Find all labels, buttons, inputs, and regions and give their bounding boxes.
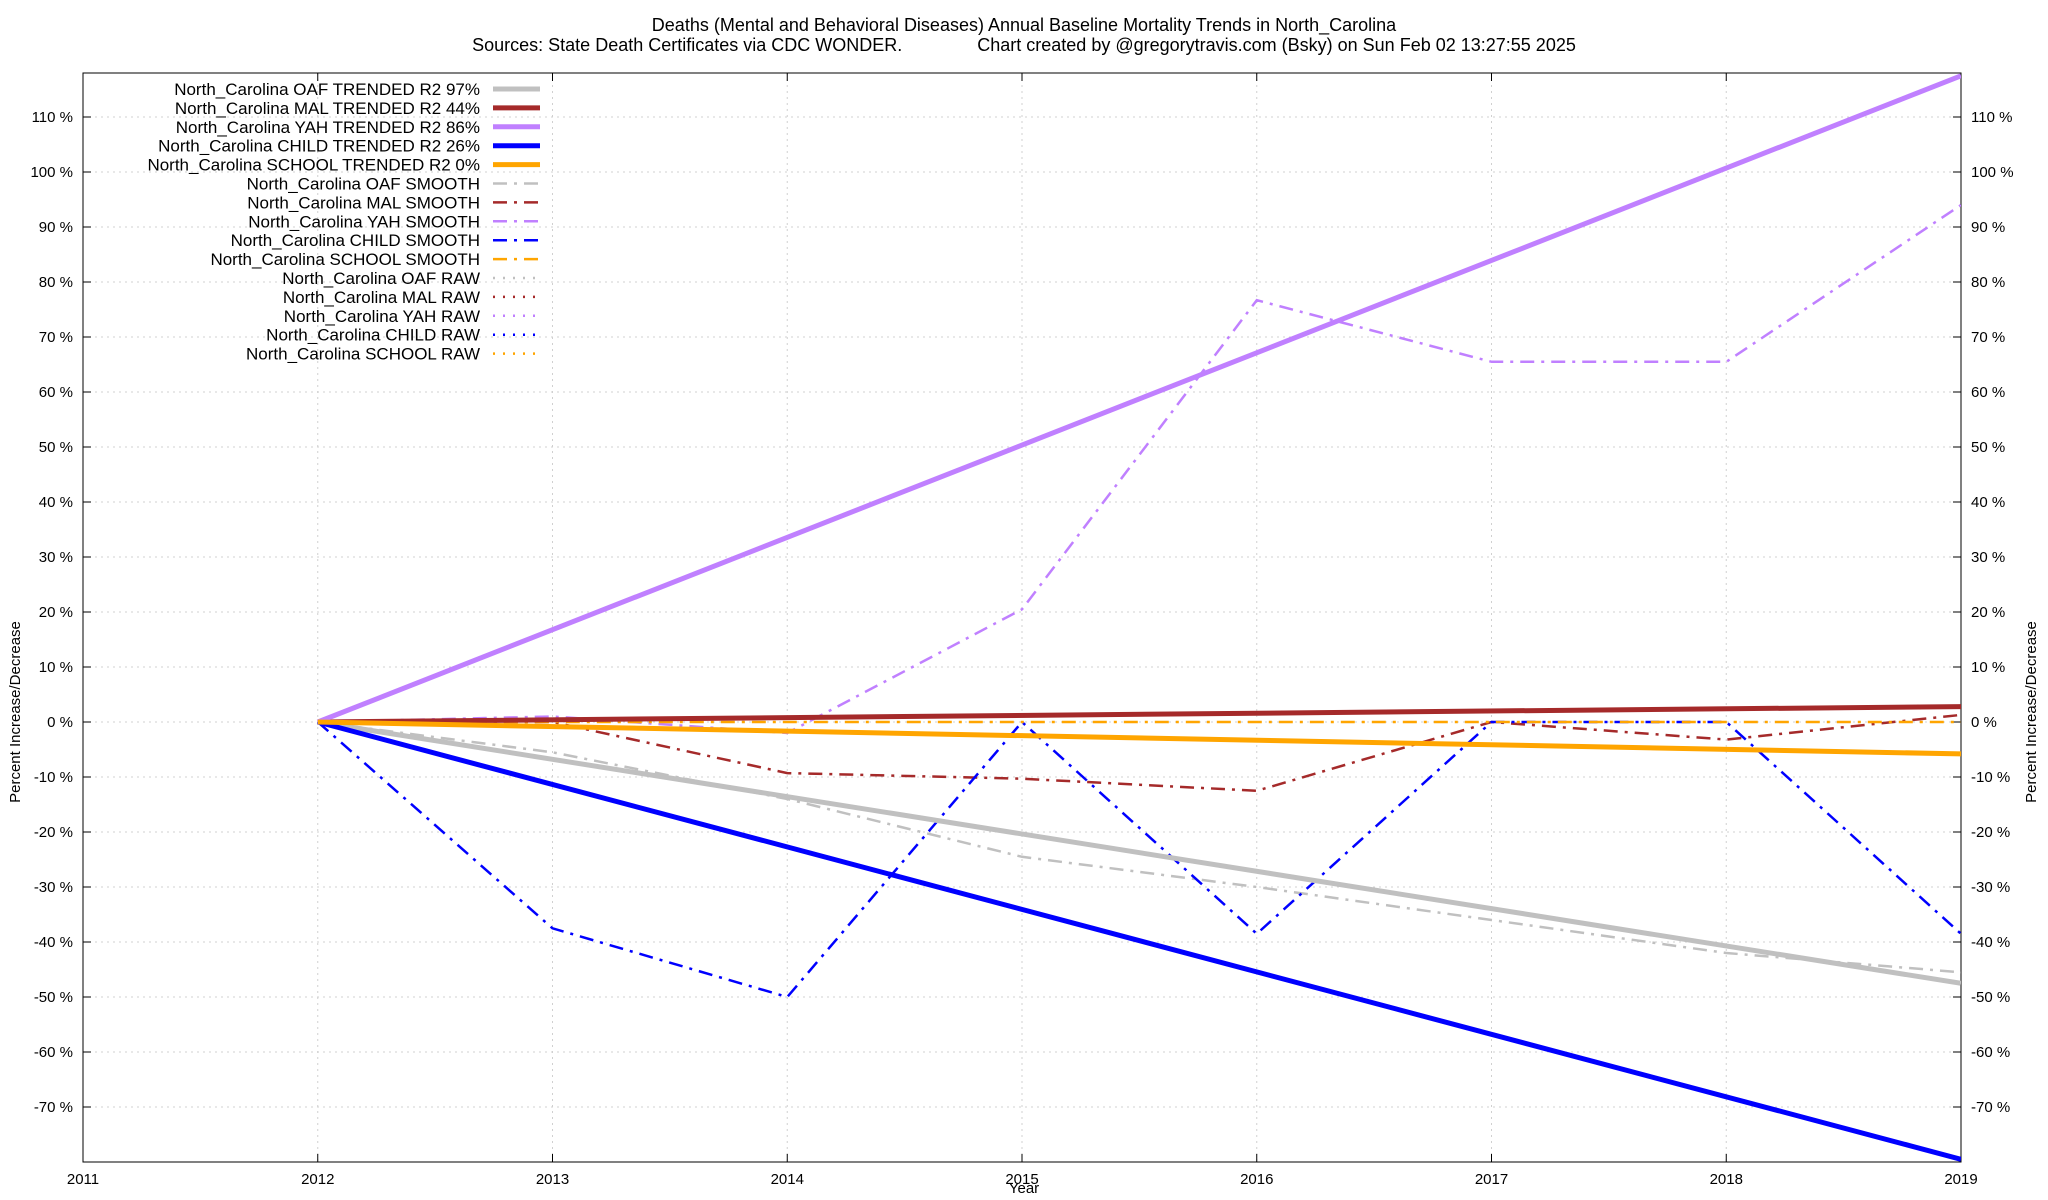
legend-entry-label: North_Carolina MAL SMOOTH bbox=[247, 193, 480, 212]
x-tick-label: 2015 bbox=[1005, 1171, 1038, 1188]
legend-entry-label: North_Carolina YAH TRENDED R2 86% bbox=[176, 118, 480, 137]
x-tick-label: 2014 bbox=[771, 1171, 804, 1188]
y2-tick-label: 80 % bbox=[1971, 274, 2005, 291]
chart-subtitle: Sources: State Death Certificates via CD… bbox=[472, 35, 1576, 55]
series-line-7 bbox=[317, 203, 1961, 735]
y-tick-label: 90 % bbox=[39, 219, 73, 236]
legend-entry-label: North_Carolina MAL TRENDED R2 44% bbox=[175, 99, 480, 118]
y-tick-label: -70 % bbox=[34, 1099, 73, 1116]
y2-tick-label: 20 % bbox=[1971, 604, 2005, 621]
y-tick-label: 110 % bbox=[32, 109, 73, 126]
y-tick-label: 70 % bbox=[39, 329, 73, 346]
series-line-4 bbox=[317, 719, 1961, 757]
legend-entry-label: North_Carolina CHILD RAW bbox=[266, 326, 480, 345]
y2-tick-label: 50 % bbox=[1971, 439, 2005, 456]
y-tick-label: -30 % bbox=[34, 879, 73, 896]
y2-tick-label: -70 % bbox=[1971, 1099, 2010, 1116]
y2-tick-label: 110 % bbox=[1971, 109, 2012, 126]
y-tick-label: 20 % bbox=[39, 604, 73, 621]
y2-tick-label: -20 % bbox=[1971, 824, 2010, 841]
legend-entry-label: North_Carolina SCHOOL RAW bbox=[246, 345, 480, 364]
chart-title: Deaths (Mental and Behavioral Diseases) … bbox=[652, 15, 1397, 36]
y-tick-label: 100 % bbox=[30, 164, 73, 181]
y2-tick-label: 60 % bbox=[1971, 384, 2005, 401]
y2-tick-label: 70 % bbox=[1971, 329, 2005, 346]
legend-entry-label: North_Carolina SCHOOL SMOOTH bbox=[210, 250, 480, 269]
y2-tick-label: 10 % bbox=[1971, 659, 2005, 676]
series-line-0 bbox=[317, 719, 1961, 986]
y2-tick-label: 90 % bbox=[1971, 219, 2005, 236]
y2-tick-label: 100 % bbox=[1971, 164, 2014, 181]
series-lines bbox=[316, 73, 1961, 1162]
legend-entry-label: North_Carolina SCHOOL TRENDED R2 0% bbox=[147, 156, 480, 175]
x-tick-label: 2011 bbox=[67, 1171, 99, 1188]
y2-tick-label: -50 % bbox=[1971, 989, 2010, 1006]
y2-tick-label: 0 % bbox=[1971, 714, 1997, 731]
y-tick-label: -20 % bbox=[34, 824, 73, 841]
y2-tick-label: -40 % bbox=[1971, 934, 2010, 951]
y2-tick-label: 30 % bbox=[1971, 549, 2005, 566]
legend: North_Carolina OAF TRENDED R2 97%North_C… bbox=[147, 80, 540, 364]
legend-entry-label: North_Carolina OAF SMOOTH bbox=[247, 175, 480, 194]
y2-axis-title: Percent Increase/Decrease bbox=[2023, 621, 2040, 803]
y-axis-title: Percent Increase/Decrease bbox=[7, 621, 24, 803]
y-tick-label: 30 % bbox=[39, 549, 73, 566]
y2-tick-label: 40 % bbox=[1971, 494, 2005, 511]
x-tick-label: 2016 bbox=[1240, 1171, 1273, 1188]
series-line-6 bbox=[317, 713, 1961, 793]
series-line-1 bbox=[317, 704, 1961, 725]
legend-entry-label: North_Carolina YAH RAW bbox=[284, 307, 480, 326]
legend-entry-label: North_Carolina CHILD TRENDED R2 26% bbox=[158, 137, 480, 156]
x-tick-label: 2013 bbox=[536, 1171, 569, 1188]
legend-entry-label: North_Carolina OAF RAW bbox=[282, 269, 480, 288]
y-tick-label: -40 % bbox=[34, 934, 73, 951]
y-tick-label: 40 % bbox=[39, 494, 73, 511]
legend-entry-label: North_Carolina YAH SMOOTH bbox=[248, 212, 480, 231]
x-tick-label: 2017 bbox=[1475, 1171, 1508, 1188]
y2-tick-label: -10 % bbox=[1971, 769, 2010, 786]
y-tick-label: 0 % bbox=[47, 714, 73, 731]
y-tick-label: -10 % bbox=[34, 769, 73, 786]
x-tick-label: 2019 bbox=[1944, 1171, 1977, 1188]
y-tick-label: -60 % bbox=[34, 1044, 73, 1061]
y-tick-label: 50 % bbox=[39, 439, 73, 456]
legend-entry-label: North_Carolina MAL RAW bbox=[283, 288, 480, 307]
axis-ticks: 2011 2012 2013 2014 2015 2016 2017 2018 2019 -70 … bbox=[30, 73, 2014, 1188]
y2-tick-label: -30 % bbox=[1971, 879, 2010, 896]
y2-tick-label: -60 % bbox=[1971, 1044, 2010, 1061]
legend-entry-label: North_Carolina OAF TRENDED R2 97% bbox=[174, 80, 480, 99]
x-tick-label: 2018 bbox=[1710, 1171, 1743, 1188]
x-tick-label: 2012 bbox=[301, 1171, 334, 1188]
y-tick-label: 60 % bbox=[39, 384, 73, 401]
series-line-2 bbox=[316, 73, 1961, 725]
y-tick-label: 80 % bbox=[39, 274, 73, 291]
x-axis-title: Year bbox=[1009, 1180, 1039, 1197]
y-tick-label: -50 % bbox=[34, 989, 73, 1006]
y-tick-label: 10 % bbox=[39, 659, 73, 676]
legend-entry-label: North_Carolina CHILD SMOOTH bbox=[231, 231, 480, 250]
series-line-3 bbox=[317, 719, 1961, 1162]
